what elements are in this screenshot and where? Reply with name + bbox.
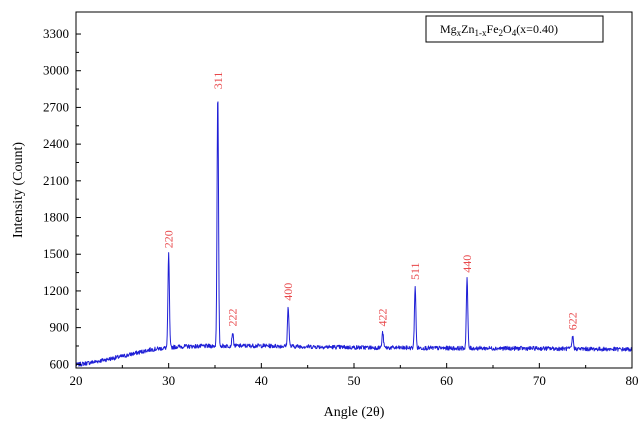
- peak-label-222: 222: [226, 309, 240, 327]
- y-tick-label: 900: [50, 320, 70, 335]
- y-tick-label: 3300: [43, 26, 69, 41]
- legend-prefix: Mg: [440, 22, 457, 36]
- legend-mid-1: Zn: [461, 22, 474, 36]
- y-tick-label: 3000: [43, 63, 69, 78]
- y-tick-label: 1200: [43, 283, 69, 298]
- legend-suffix: (x=0.40): [516, 22, 558, 36]
- legend-mid-3: O: [503, 22, 512, 36]
- peak-label-622: 622: [566, 312, 580, 330]
- x-tick-label: 80: [626, 373, 639, 388]
- peak-label-422: 422: [376, 309, 390, 327]
- x-axis-ticks: 20 30 40 50 60 70 80: [70, 363, 639, 388]
- xrd-series-line: [75, 101, 633, 367]
- x-tick-label: 20: [70, 373, 83, 388]
- legend-sub-3: 2: [499, 28, 504, 38]
- peak-label-511: 511: [408, 262, 422, 280]
- x-axis-title: Angle (2θ): [324, 405, 385, 420]
- series-layer: [75, 101, 633, 367]
- y-tick-label: 1800: [43, 210, 69, 225]
- y-tick-label: 1500: [43, 246, 69, 261]
- x-tick-label: 50: [348, 373, 361, 388]
- y-tick-label: 600: [50, 356, 70, 371]
- legend: MgxZn1-xFe2O4(x=0.40): [425, 15, 604, 43]
- legend-box: [425, 15, 604, 43]
- y-tick-label: 2100: [43, 173, 69, 188]
- y-tick-label: 2400: [43, 136, 69, 151]
- x-tick-label: 60: [440, 373, 453, 388]
- x-tick-label: 30: [162, 373, 175, 388]
- legend-mid-2: Fe: [487, 22, 499, 36]
- plot-frame: [75, 11, 633, 369]
- legend-label: MgxZn1-xFe2O4(x=0.40): [440, 22, 558, 38]
- legend-sub-1: x: [457, 28, 462, 38]
- peak-label-220: 220: [162, 230, 176, 248]
- peak-label-400: 400: [281, 283, 295, 301]
- y-tick-label: 2700: [43, 99, 69, 114]
- x-tick-label: 40: [255, 373, 268, 388]
- plot-border: [75, 11, 633, 369]
- peak-label-311: 311: [211, 72, 225, 90]
- y-axis-ticks: 600 900 1200 1500 1800 2100 2400 2700 3000 3300: [43, 26, 81, 371]
- legend-sub-2: 1-x: [475, 28, 487, 38]
- x-tick-label: 70: [533, 373, 546, 388]
- peak-labels: 220 311 222 400 422 511 440 622: [162, 72, 580, 331]
- y-axis-title: Intensity (Count): [11, 142, 26, 238]
- legend-sub-4: 4: [512, 28, 517, 38]
- peak-label-440: 440: [460, 255, 474, 273]
